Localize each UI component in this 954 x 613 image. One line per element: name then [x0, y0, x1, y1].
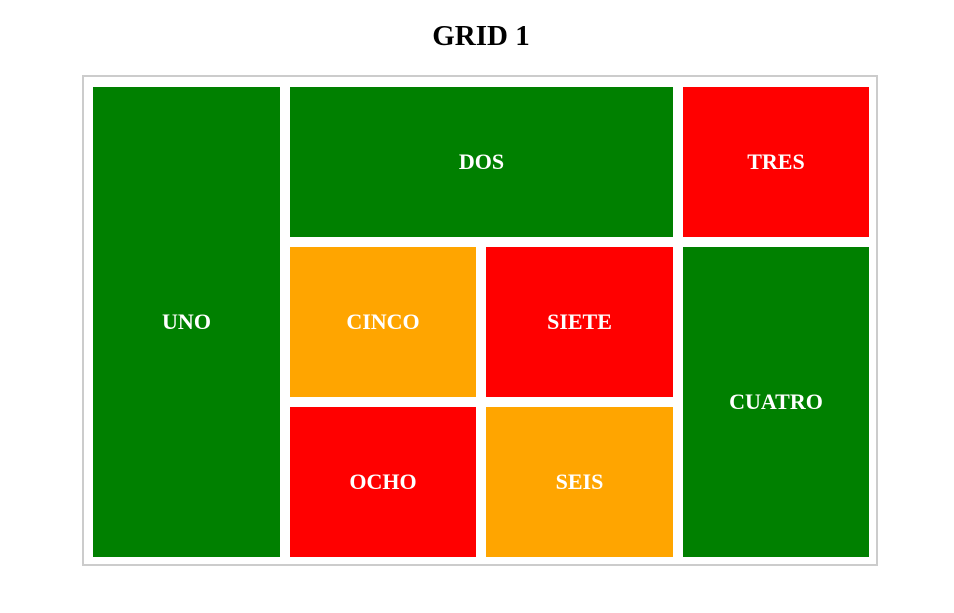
grid-cell-uno: UNO — [93, 87, 280, 557]
grid-cell-dos: DOS — [290, 87, 673, 237]
grid-cell-ocho: OCHO — [290, 407, 476, 557]
grid-container: UNO DOS TRES CINCO SIETE CUATRO OCHO SEI… — [93, 87, 869, 557]
grid-cell-seis: SEIS — [486, 407, 673, 557]
page-title: GRID 1 — [432, 20, 530, 52]
grid-cell-cuatro: CUATRO — [683, 247, 869, 557]
grid-cell-cinco: CINCO — [290, 247, 476, 397]
grid-cell-siete: SIETE — [486, 247, 673, 397]
grid-cell-tres: TRES — [683, 87, 869, 237]
grid-frame: UNO DOS TRES CINCO SIETE CUATRO OCHO SEI… — [82, 75, 878, 566]
